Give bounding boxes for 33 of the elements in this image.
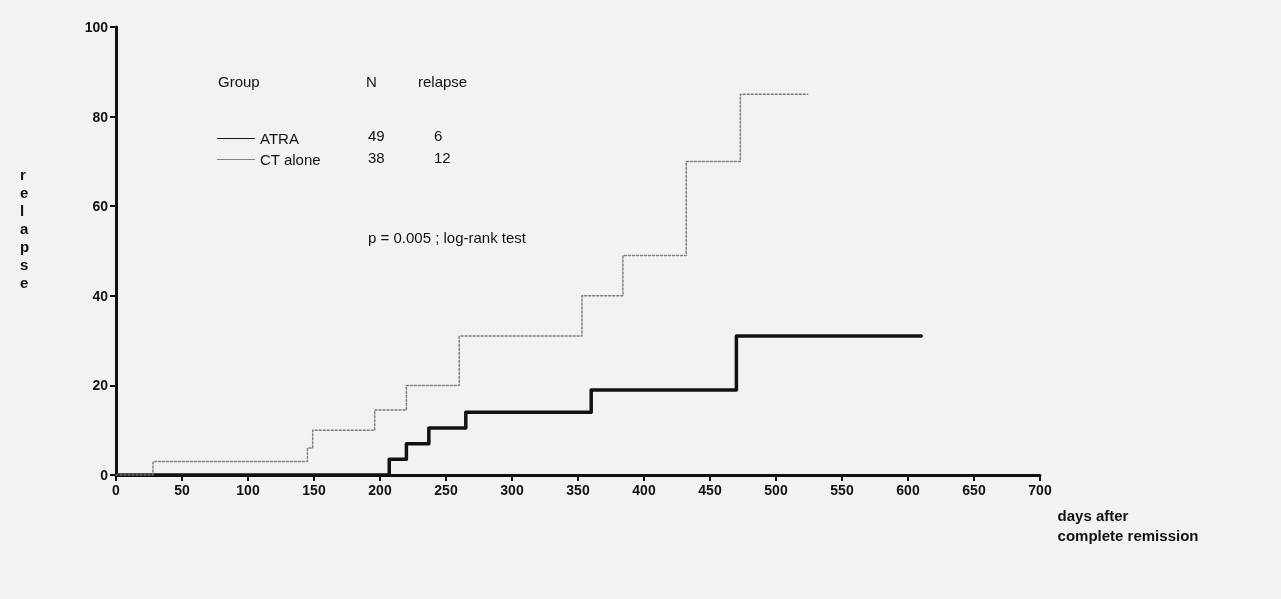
x-tick-label: 150 (302, 482, 326, 498)
y-tick-label: 40 (92, 287, 109, 304)
x-tick-label: 350 (566, 482, 590, 498)
x-tick-label: 650 (962, 482, 986, 498)
x-tick-label: 100 (236, 482, 260, 498)
y-tick-label: 80 (92, 108, 109, 125)
x-tick-label: 0 (112, 482, 121, 498)
x-tick-label: 600 (896, 482, 920, 498)
x-tick-label: 200 (368, 482, 392, 498)
text: relapse (20, 165, 30, 291)
annotation: p = 0.005 ; log-rank test (368, 229, 527, 246)
y-axis-title: relapse (418, 73, 468, 90)
annotation: Group (218, 73, 260, 90)
x-tick-label: 400 (632, 482, 656, 498)
legend-label: ATRA (260, 130, 299, 147)
x-tick-label: 50 (174, 482, 190, 498)
legend-label: CT alone (260, 151, 321, 168)
annotation: N (366, 73, 377, 90)
annotation: 38 (368, 149, 385, 166)
x-tick-label: 450 (698, 482, 722, 498)
y-tick-label: 20 (92, 377, 109, 394)
x-tick-label: 500 (764, 482, 788, 498)
x-tick-label: 250 (434, 482, 458, 498)
y-tick-label: 100 (84, 19, 109, 35)
x-tick-label: 550 (830, 482, 854, 498)
y-tick-label: 0 (100, 467, 109, 483)
annotation: 12 (434, 149, 451, 166)
annotation: 6 (434, 127, 443, 144)
x-axis-title: days after complete remission (1057, 506, 1199, 544)
annotation: 49 (368, 127, 385, 144)
y-tick-label: 60 (92, 198, 109, 215)
x-tick-label: 300 (500, 482, 524, 498)
x-tick-label: 700 (1028, 482, 1052, 498)
